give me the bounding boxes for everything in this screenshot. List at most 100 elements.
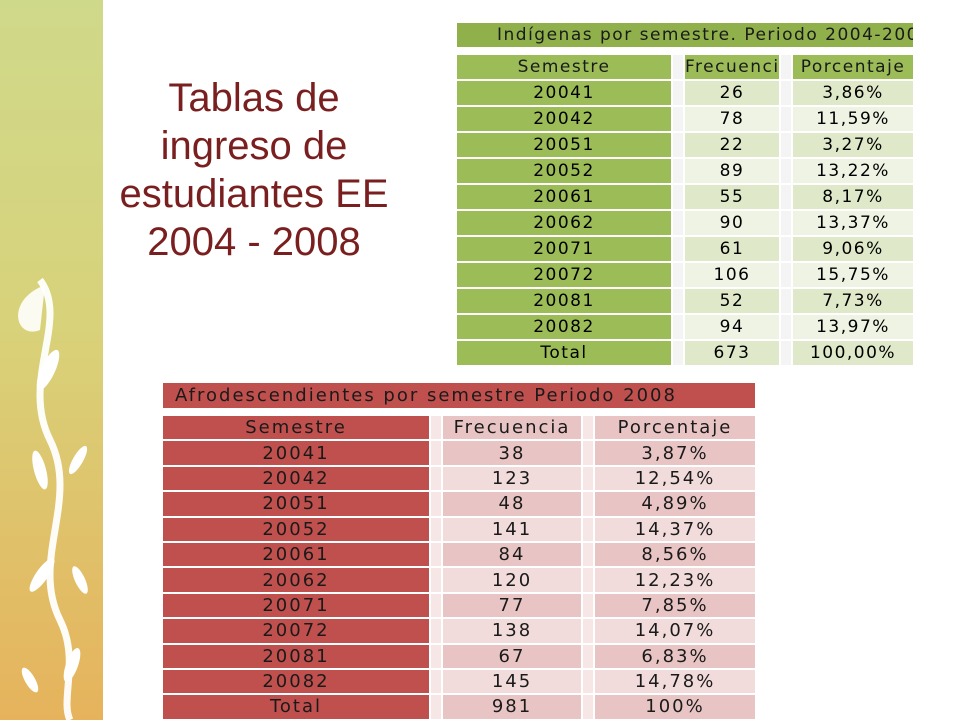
- cell-frecuencia: 26: [684, 80, 780, 106]
- table-row: 20042 78 11,59%: [456, 106, 914, 132]
- cell-porcentaje: 100,00%: [792, 340, 914, 366]
- cell-frecuencia: 138: [442, 618, 582, 643]
- table-row: 20062 90 13,37%: [456, 210, 914, 236]
- cell-porcentaje: 13,22%: [792, 158, 914, 184]
- cell-semestre: 20062: [456, 210, 672, 236]
- header-semestre: Semestre: [162, 415, 430, 440]
- cell-frecuencia: 67: [442, 644, 582, 669]
- cell-porcentaje: 100%: [594, 694, 756, 719]
- afro-table-caption: Afrodescendientes por semestre Periodo 2…: [162, 382, 756, 409]
- cell-semestre: 20071: [456, 236, 672, 262]
- ribbon-leaf-ornament: [0, 0, 103, 720]
- table-row: 20041 26 3,86%: [456, 80, 914, 106]
- table-row: 20082 94 13,97%: [456, 314, 914, 340]
- cell-porcentaje: 14,37%: [594, 517, 756, 542]
- cell-porcentaje: 13,37%: [792, 210, 914, 236]
- table-row: 20062 120 12,23%: [162, 567, 756, 592]
- cell-porcentaje: 14,07%: [594, 618, 756, 643]
- cell-semestre: 20062: [162, 567, 430, 592]
- title-line: ingreso de: [104, 122, 404, 170]
- indigenas-table: Indígenas por semestre. Periodo 2004-200…: [456, 22, 914, 366]
- cell-porcentaje: 7,73%: [792, 288, 914, 314]
- cell-porcentaje: 3,86%: [792, 80, 914, 106]
- title-line: estudiantes EE: [104, 170, 404, 218]
- cell-porcentaje: 11,59%: [792, 106, 914, 132]
- cell-porcentaje: 7,85%: [594, 593, 756, 618]
- decorative-side-band: [0, 0, 103, 720]
- cell-semestre: 20071: [162, 593, 430, 618]
- table-row: 20081 52 7,73%: [456, 288, 914, 314]
- cell-porcentaje: 13,97%: [792, 314, 914, 340]
- cell-semestre: Total: [456, 340, 672, 366]
- table-header-row: Semestre Frecuencia Porcentaje: [456, 54, 914, 80]
- cell-frecuencia: 52: [684, 288, 780, 314]
- cell-semestre: 20042: [162, 466, 430, 491]
- table-row: 20051 22 3,27%: [456, 132, 914, 158]
- cell-frecuencia: 48: [442, 491, 582, 516]
- afro-table: Afrodescendientes por semestre Periodo 2…: [162, 382, 756, 720]
- header-frecuencia: Frecuencia: [442, 415, 582, 440]
- cell-frecuencia: 123: [442, 466, 582, 491]
- cell-frecuencia: 89: [684, 158, 780, 184]
- cell-frecuencia: 90: [684, 210, 780, 236]
- table-row: 20052 141 14,37%: [162, 517, 756, 542]
- indigenas-table-caption: Indígenas por semestre. Periodo 2004-200…: [456, 22, 914, 48]
- table-row: 20041 38 3,87%: [162, 440, 756, 465]
- header-porcentaje: Porcentaje: [792, 54, 914, 80]
- cell-semestre: 20052: [162, 517, 430, 542]
- cell-porcentaje: 8,56%: [594, 542, 756, 567]
- cell-semestre: 20051: [456, 132, 672, 158]
- cell-frecuencia: 145: [442, 669, 582, 694]
- cell-porcentaje: 3,27%: [792, 132, 914, 158]
- table-row: 20061 84 8,56%: [162, 542, 756, 567]
- table-row: 20072 106 15,75%: [456, 262, 914, 288]
- cell-porcentaje: 15,75%: [792, 262, 914, 288]
- slide-title: Tablas de ingreso de estudiantes EE 2004…: [104, 74, 404, 266]
- cell-porcentaje: 3,87%: [594, 440, 756, 465]
- cell-frecuencia: 77: [442, 593, 582, 618]
- table-row: 20051 48 4,89%: [162, 491, 756, 516]
- cell-semestre: 20061: [456, 184, 672, 210]
- cell-frecuencia: 78: [684, 106, 780, 132]
- cell-semestre: 20082: [162, 669, 430, 694]
- table-row: 20061 55 8,17%: [456, 184, 914, 210]
- cell-semestre: 20072: [456, 262, 672, 288]
- cell-porcentaje: 14,78%: [594, 669, 756, 694]
- table-row: 20042 123 12,54%: [162, 466, 756, 491]
- cell-porcentaje: 12,54%: [594, 466, 756, 491]
- table-row: 20052 89 13,22%: [456, 158, 914, 184]
- header-frecuencia: Frecuencia: [684, 54, 780, 80]
- cell-frecuencia: 55: [684, 184, 780, 210]
- cell-porcentaje: 12,23%: [594, 567, 756, 592]
- table-row: 20081 67 6,83%: [162, 644, 756, 669]
- cell-semestre: 20061: [162, 542, 430, 567]
- cell-semestre: 20081: [456, 288, 672, 314]
- cell-frecuencia: 38: [442, 440, 582, 465]
- cell-semestre: 20052: [456, 158, 672, 184]
- table-row: Total 673 100,00%: [456, 340, 914, 366]
- cell-frecuencia: 120: [442, 567, 582, 592]
- cell-semestre: 20081: [162, 644, 430, 669]
- cell-frecuencia: 981: [442, 694, 582, 719]
- cell-semestre: 20042: [456, 106, 672, 132]
- table-row: 20071 61 9,06%: [456, 236, 914, 262]
- cell-semestre: 20041: [456, 80, 672, 106]
- cell-porcentaje: 4,89%: [594, 491, 756, 516]
- table-row: 20082 145 14,78%: [162, 669, 756, 694]
- header-semestre: Semestre: [456, 54, 672, 80]
- cell-frecuencia: 22: [684, 132, 780, 158]
- cell-frecuencia: 94: [684, 314, 780, 340]
- cell-semestre: 20082: [456, 314, 672, 340]
- cell-frecuencia: 61: [684, 236, 780, 262]
- title-line: 2004 - 2008: [104, 218, 404, 266]
- cell-semestre: 20041: [162, 440, 430, 465]
- cell-semestre: 20072: [162, 618, 430, 643]
- table-row: 20071 77 7,85%: [162, 593, 756, 618]
- cell-frecuencia: 673: [684, 340, 780, 366]
- header-porcentaje: Porcentaje: [594, 415, 756, 440]
- cell-frecuencia: 84: [442, 542, 582, 567]
- table-row: 20072 138 14,07%: [162, 618, 756, 643]
- cell-semestre: 20051: [162, 491, 430, 516]
- cell-semestre: Total: [162, 694, 430, 719]
- cell-frecuencia: 141: [442, 517, 582, 542]
